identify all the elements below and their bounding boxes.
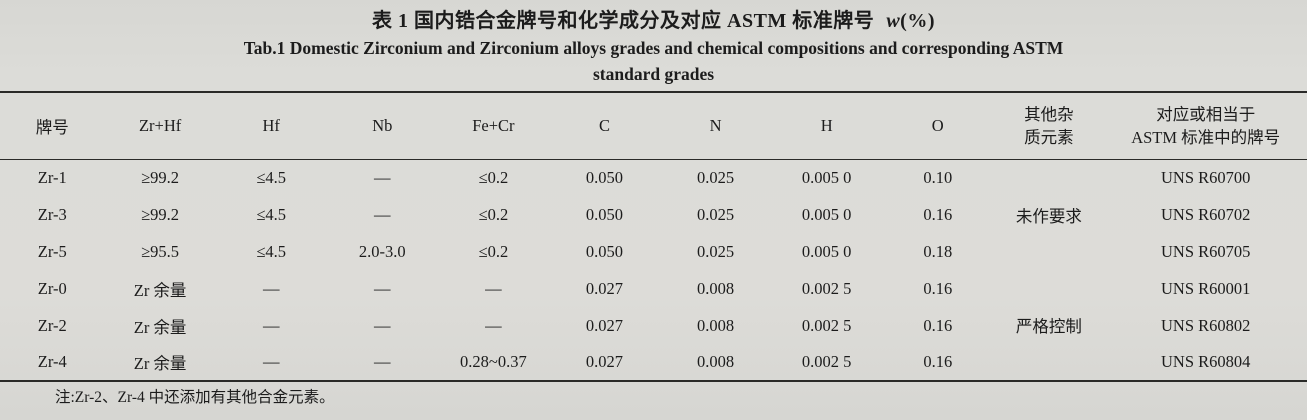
cell-n: 0.025 bbox=[697, 204, 735, 224]
cell-c: 0.050 bbox=[585, 204, 624, 224]
cell-o: 0.18 bbox=[923, 241, 953, 261]
table-row-zr0: Zr-0 Zr 余量 — — — 0.027 0.008 0.002 5 0.1… bbox=[0, 270, 1307, 337]
col-header-other-impurities-line2: 质元素 bbox=[1024, 127, 1074, 147]
cell-impurity-group-strict: 严格控制 bbox=[1015, 317, 1082, 336]
cell-o: 0.16 bbox=[923, 315, 953, 335]
cell-o: 0.16 bbox=[923, 352, 953, 371]
cell-c: 0.027 bbox=[585, 352, 624, 371]
cell-zr-hf: ≥99.2 bbox=[141, 167, 180, 187]
cell-c: 0.027 bbox=[585, 315, 624, 335]
cell-o: 0.16 bbox=[923, 278, 953, 298]
cell-h: 0.005 0 bbox=[801, 241, 852, 261]
table-title-english-line2: standard grades bbox=[592, 64, 715, 84]
cell-fe-cr: — bbox=[485, 315, 502, 335]
col-header-fe-cr: Fe+Cr bbox=[437, 92, 549, 160]
col-header-astm-grade: 对应或相当于 ASTM 标准中的牌号 bbox=[1104, 92, 1307, 160]
cell-n: 0.008 bbox=[697, 278, 735, 298]
col-header-nb: Nb bbox=[326, 92, 438, 160]
cell-nb: — bbox=[374, 352, 391, 371]
col-header-hf: Hf bbox=[215, 92, 327, 160]
cell-n: 0.025 bbox=[697, 241, 735, 261]
cell-hf: — bbox=[262, 352, 280, 371]
cell-impurity-group-unrestricted: 未作要求 bbox=[1015, 206, 1082, 226]
col-header-c: C bbox=[548, 92, 661, 160]
cell-astm: UNS R60802 bbox=[1161, 315, 1251, 335]
cell-nb: 2.0-3.0 bbox=[358, 241, 406, 261]
col-header-grade: 牌号 bbox=[0, 92, 105, 160]
cell-c: 0.050 bbox=[585, 167, 624, 187]
cell-h: 0.002 5 bbox=[801, 352, 852, 371]
cell-n: 0.008 bbox=[697, 315, 735, 335]
cell-fe-cr: 0.28~0.37 bbox=[460, 352, 527, 371]
cell-astm: UNS R60804 bbox=[1161, 352, 1251, 371]
table-title-english-line1: Tab.1 Domestic Zirconium and Zirconium a… bbox=[243, 38, 1064, 58]
col-header-other-impurities: 其他杂 质元素 bbox=[993, 92, 1105, 160]
cell-zr-hf: Zr 余量 bbox=[133, 280, 187, 300]
cell-hf: ≤4.5 bbox=[256, 204, 287, 224]
table-title-chinese-text: 表 1 国内锆合金牌号和化学成分及对应 ASTM 标准牌号 bbox=[372, 10, 875, 32]
cell-fe-cr: ≤0.2 bbox=[478, 241, 509, 261]
cell-grade: Zr-4 bbox=[37, 352, 67, 371]
cell-h: 0.002 5 bbox=[801, 315, 852, 335]
cell-hf: — bbox=[262, 315, 280, 335]
cell-hf: ≤4.5 bbox=[256, 241, 287, 261]
cell-nb: — bbox=[374, 278, 391, 298]
cell-zr-hf: Zr 余量 bbox=[133, 354, 187, 373]
cell-hf: ≤4.5 bbox=[256, 167, 287, 187]
cell-grade: Zr-1 bbox=[37, 167, 67, 187]
cell-hf: — bbox=[262, 278, 280, 298]
table-footnote: 注:Zr-2、Zr-4 中还添加有其他合金元素。 bbox=[55, 389, 335, 406]
cell-c: 0.027 bbox=[585, 278, 624, 298]
col-header-astm-grade-line2: ASTM 标准中的牌号 bbox=[1131, 127, 1281, 147]
cell-grade: Zr-0 bbox=[37, 278, 67, 298]
cell-n: 0.008 bbox=[697, 352, 735, 371]
cell-o: 0.16 bbox=[923, 204, 953, 224]
table-row-zr3: Zr-3 ≥99.2 ≤4.5 — ≤0.2 0.050 0.025 0.005… bbox=[0, 196, 1307, 233]
cell-astm: UNS R60702 bbox=[1161, 204, 1251, 224]
mass-fraction-symbol: w bbox=[886, 10, 901, 32]
cell-fe-cr: ≤0.2 bbox=[478, 204, 509, 224]
cell-astm: UNS R60705 bbox=[1161, 241, 1251, 261]
cell-n: 0.025 bbox=[697, 167, 735, 187]
col-header-other-impurities-line1: 其他杂 bbox=[1024, 104, 1074, 124]
table-header: 牌号 Zr+Hf Hf Nb Fe+Cr C N H O 其他杂 质元素 对应或… bbox=[0, 92, 1307, 160]
cell-zr-hf: ≥95.5 bbox=[141, 241, 180, 261]
table-row-zr1: Zr-1 ≥99.2 ≤4.5 — ≤0.2 0.050 0.025 0.005… bbox=[0, 159, 1307, 226]
cell-fe-cr: ≤0.2 bbox=[478, 167, 509, 187]
header-row: 牌号 Zr+Hf Hf Nb Fe+Cr C N H O 其他杂 质元素 对应或… bbox=[0, 92, 1307, 160]
cell-c: 0.050 bbox=[585, 241, 624, 261]
col-header-astm-grade-line1: 对应或相当于 bbox=[1156, 104, 1256, 124]
cell-o: 0.10 bbox=[923, 167, 953, 187]
cell-grade: Zr-5 bbox=[37, 241, 67, 261]
cell-nb: — bbox=[374, 204, 391, 224]
col-header-zr-hf: Zr+Hf bbox=[104, 92, 216, 160]
cell-grade: Zr-3 bbox=[37, 204, 67, 224]
composition-table: 牌号 Zr+Hf Hf Nb Fe+Cr C N H O 其他杂 质元素 对应或… bbox=[0, 91, 1307, 382]
cell-h: 0.005 0 bbox=[801, 204, 852, 224]
cell-h: 0.005 0 bbox=[801, 167, 852, 187]
mass-fraction-unit: (%) bbox=[900, 10, 935, 32]
col-header-o: O bbox=[882, 92, 994, 160]
col-header-h: H bbox=[771, 92, 883, 160]
table-row-zr4: Zr-4 Zr 余量 — — 0.28~0.37 0.027 0.008 0.0… bbox=[0, 344, 1307, 381]
cell-h: 0.002 5 bbox=[801, 278, 852, 298]
cell-zr-hf: ≥99.2 bbox=[141, 204, 180, 224]
cell-fe-cr: — bbox=[485, 278, 502, 298]
cell-nb: — bbox=[374, 167, 391, 187]
cell-zr-hf: Zr 余量 bbox=[133, 317, 187, 337]
table-row-zr5: Zr-5 ≥95.5 ≤4.5 2.0-3.0 ≤0.2 0.050 0.025… bbox=[0, 233, 1307, 270]
table-title-chinese: 表 1 国内锆合金牌号和化学成分及对应 ASTM 标准牌号 w(%) bbox=[0, 7, 1307, 35]
cell-astm: UNS R60700 bbox=[1161, 167, 1251, 187]
cell-nb: — bbox=[374, 315, 391, 335]
cell-grade: Zr-2 bbox=[37, 315, 67, 335]
col-header-n: N bbox=[660, 92, 772, 160]
table-body: Zr-1 ≥99.2 ≤4.5 — ≤0.2 0.050 0.025 0.005… bbox=[0, 159, 1307, 381]
cell-astm: UNS R60001 bbox=[1161, 278, 1251, 298]
table-row-zr2: Zr-2 Zr 余量 — — — 0.027 0.008 0.002 5 0.1… bbox=[0, 307, 1307, 344]
